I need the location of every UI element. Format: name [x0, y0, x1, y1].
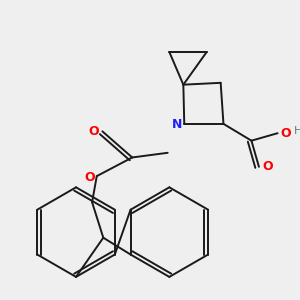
Text: O: O — [281, 127, 291, 140]
Text: O: O — [84, 172, 94, 184]
Text: O: O — [89, 125, 99, 138]
Text: N: N — [172, 118, 182, 131]
Text: H: H — [294, 126, 300, 136]
Text: O: O — [262, 160, 273, 173]
